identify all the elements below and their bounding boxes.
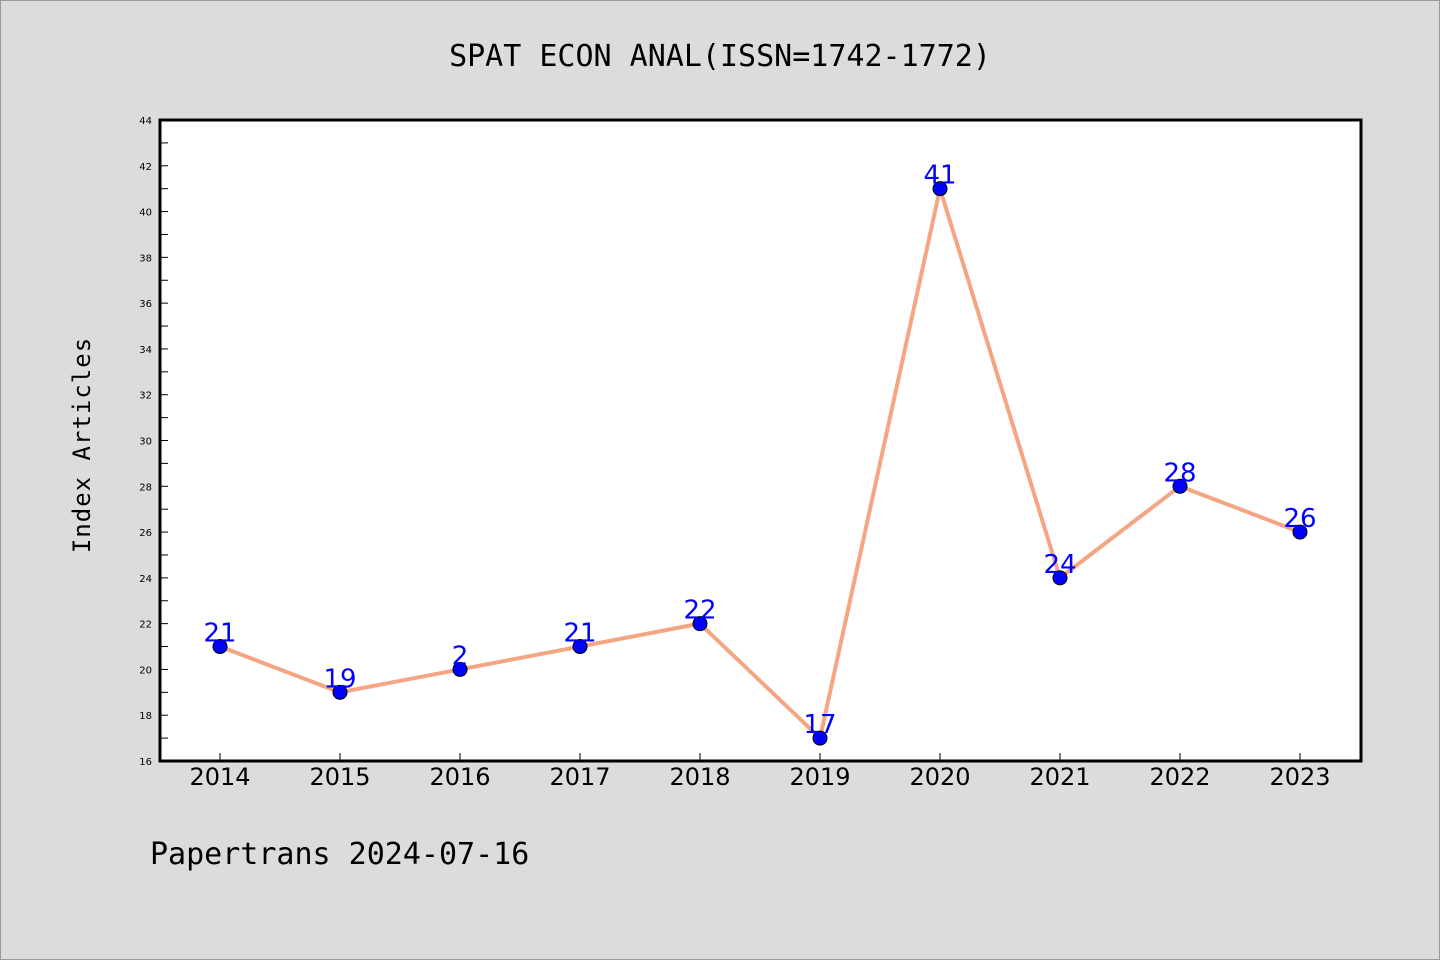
y-tick-label: 26 xyxy=(139,528,152,539)
y-tick-label: 24 xyxy=(139,574,152,585)
data-label: 21 xyxy=(203,619,236,649)
data-label: 19 xyxy=(323,664,356,694)
data-label: 17 xyxy=(803,710,836,740)
data-point xyxy=(572,639,588,655)
data-label: 21 xyxy=(563,619,596,649)
data-point xyxy=(692,616,708,632)
y-tick-label: 28 xyxy=(139,482,152,493)
footer-text: Papertrans 2024-07-16 xyxy=(150,837,529,872)
data-point xyxy=(1292,524,1308,540)
y-axis-label: Index Articles xyxy=(68,337,96,553)
data-label: 28 xyxy=(1163,458,1196,488)
series-line-group xyxy=(218,186,1302,741)
y-tick-label: 36 xyxy=(139,299,152,310)
chart-title: SPAT ECON ANAL(ISSN=1742-1772) xyxy=(449,39,991,74)
data-point xyxy=(332,684,348,700)
data-label: 26 xyxy=(1283,504,1316,534)
x-tick-label: 2019 xyxy=(789,763,850,791)
y-tick-label: 38 xyxy=(139,253,152,264)
x-tick-label: 2014 xyxy=(189,763,250,791)
y-tick-label: 44 xyxy=(139,116,152,127)
data-point xyxy=(932,181,948,197)
data-label: 22 xyxy=(683,596,716,626)
data-label: 41 xyxy=(923,161,956,191)
x-tick-label: 2017 xyxy=(549,763,610,791)
data-point xyxy=(812,730,828,746)
y-tick-label: 22 xyxy=(139,620,152,631)
x-axis: 2014 2015 2016 2017 2018 2019 2020 2021 2022 2023 xyxy=(189,753,1331,791)
data-label-group: 21 19 2 21 22 17 41 24 28 26 xyxy=(203,161,1316,740)
data-label: 2 xyxy=(452,641,469,671)
data-point xyxy=(452,661,468,677)
y-tick-label: 20 xyxy=(139,665,152,676)
y-tick-label: 40 xyxy=(139,208,152,219)
x-tick-label: 2020 xyxy=(909,763,970,791)
y-tick-label: 34 xyxy=(139,345,152,356)
y-tick-label: 32 xyxy=(139,391,152,402)
x-tick-label: 2022 xyxy=(1149,763,1210,791)
marker-group xyxy=(212,181,1308,746)
data-point xyxy=(1052,570,1068,586)
x-tick-label: 2021 xyxy=(1029,763,1090,791)
y-tick-label: 16 xyxy=(139,757,152,768)
x-tick-label: 2018 xyxy=(669,763,730,791)
data-point xyxy=(1172,478,1188,494)
plot-area xyxy=(158,118,1363,763)
data-label: 24 xyxy=(1043,550,1076,580)
x-tick-label: 2015 xyxy=(309,763,370,791)
x-tick-label: 2023 xyxy=(1269,763,1330,791)
x-tick-label: 2016 xyxy=(429,763,490,791)
y-axis: 16 18 20 22 24 26 28 30 32 34 36 38 40 42 44 xyxy=(139,116,168,768)
data-point xyxy=(212,639,228,655)
y-tick-label: 42 xyxy=(139,162,152,173)
y-tick-label: 30 xyxy=(139,437,152,448)
y-tick-label: 18 xyxy=(139,711,152,722)
series-line xyxy=(218,186,1302,741)
